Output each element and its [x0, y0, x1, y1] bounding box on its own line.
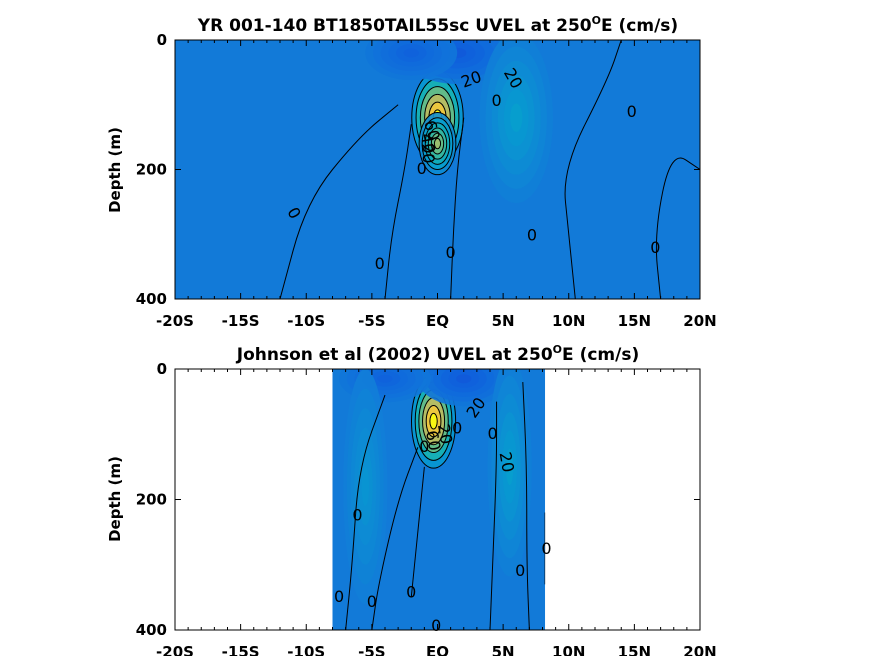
- chart-title: Johnson et al (2002) UVEL at 250OE (cm/s…: [236, 343, 639, 365]
- contour-line: [450, 117, 465, 299]
- x-tick-label: -5S: [358, 312, 385, 330]
- contour-label: 0: [431, 616, 441, 635]
- contour-line: [418, 112, 457, 176]
- velocity-feature-jet: [418, 112, 457, 176]
- x-tick-label: EQ: [426, 643, 449, 656]
- y-axis-label: Depth (m): [106, 456, 124, 542]
- x-tick-label: 15N: [618, 312, 651, 330]
- velocity-band: [429, 413, 438, 430]
- contour-line: [421, 117, 454, 171]
- x-tick-label: -20S: [156, 643, 194, 656]
- contour-line: [424, 122, 451, 165]
- contour-line: [371, 447, 419, 630]
- contour-label: 0: [406, 582, 416, 601]
- velocity-band: [510, 103, 523, 132]
- x-tick-label: 5N: [492, 643, 515, 656]
- velocity-band: [506, 448, 514, 486]
- contour-label: 60: [422, 429, 444, 452]
- contour-label: 0: [491, 91, 501, 110]
- contour-line: [384, 124, 412, 299]
- contour-label: 60: [420, 118, 444, 143]
- contour-line: [433, 137, 442, 150]
- contour-label: 20: [418, 142, 439, 164]
- x-tick-label: -5S: [358, 643, 385, 656]
- velocity-band: [403, 48, 419, 58]
- velocity-band: [434, 138, 441, 149]
- x-tick-label: 10N: [552, 312, 585, 330]
- x-tick-label: -10S: [287, 312, 325, 330]
- velocity-feature-eastward: [487, 369, 532, 577]
- velocity-feature-eastward: [479, 40, 553, 204]
- contour-label: 20: [434, 422, 456, 445]
- contour-line: [430, 132, 445, 155]
- contour-line: [425, 405, 442, 438]
- contour-label: 0: [627, 102, 637, 121]
- x-tick-label: 20N: [683, 643, 716, 656]
- velocity-feature-eastward: [343, 369, 388, 604]
- y-tick-label: 200: [136, 161, 167, 179]
- x-tick-label: -15S: [222, 312, 260, 330]
- contour-label: 20: [496, 450, 518, 473]
- contour-line: [564, 40, 622, 299]
- y-tick-label: 0: [157, 31, 167, 49]
- contour-label: 0: [367, 592, 377, 611]
- velocity-feature-westward: [365, 40, 458, 81]
- x-tick-label: 20N: [683, 312, 716, 330]
- x-tick-label: 10N: [552, 643, 585, 656]
- chart-title: YR 001-140 BT1850TAIL55sc UVEL at 250OE …: [197, 14, 678, 36]
- contour-label: 0: [375, 254, 385, 273]
- velocity-band: [456, 374, 472, 384]
- velocity-band: [361, 466, 369, 507]
- contour-line: [522, 382, 530, 630]
- y-tick-label: 400: [136, 621, 167, 639]
- contour-label: 0: [452, 419, 462, 438]
- x-tick-label: -10S: [287, 643, 325, 656]
- velocity-field: [175, 40, 700, 299]
- contour-line: [489, 401, 498, 630]
- x-tick-label: 5N: [492, 312, 515, 330]
- contour-label: 0: [527, 226, 537, 245]
- chart-panel-model: YR 001-140 BT1850TAIL55sc UVEL at 250OE …: [106, 14, 717, 330]
- chart-panel-observations: Johnson et al (2002) UVEL at 250OE (cm/s…: [106, 343, 717, 656]
- contour-label: 0: [446, 243, 456, 262]
- velocity-band: [377, 374, 393, 383]
- velocity-field: [332, 369, 546, 630]
- contour-label: 0: [334, 587, 344, 606]
- contour-label: 0: [417, 159, 427, 178]
- contour-label: 0: [650, 238, 660, 257]
- contour-label: 0: [541, 539, 551, 558]
- contour-label: 40: [417, 132, 439, 155]
- contour-line: [429, 412, 438, 430]
- contour-line: [427, 127, 448, 160]
- contour-label: 0: [488, 424, 498, 443]
- contour-label: 0: [515, 561, 525, 580]
- y-tick-label: 0: [157, 360, 167, 378]
- x-tick-label: -20S: [156, 312, 194, 330]
- contour-label: 0: [352, 505, 362, 524]
- contour-label: 0: [419, 437, 429, 456]
- x-tick-label: EQ: [426, 312, 449, 330]
- contour-line: [410, 466, 425, 598]
- y-tick-label: 400: [136, 290, 167, 308]
- y-tick-label: 200: [136, 491, 167, 509]
- contour-line: [345, 394, 386, 630]
- contour-line: [655, 157, 700, 299]
- y-axis-label: Depth (m): [106, 127, 124, 213]
- x-tick-label: -15S: [222, 643, 260, 656]
- contour-line: [279, 104, 399, 299]
- x-tick-label: 15N: [618, 643, 651, 656]
- velocity-feature-westward: [417, 369, 510, 407]
